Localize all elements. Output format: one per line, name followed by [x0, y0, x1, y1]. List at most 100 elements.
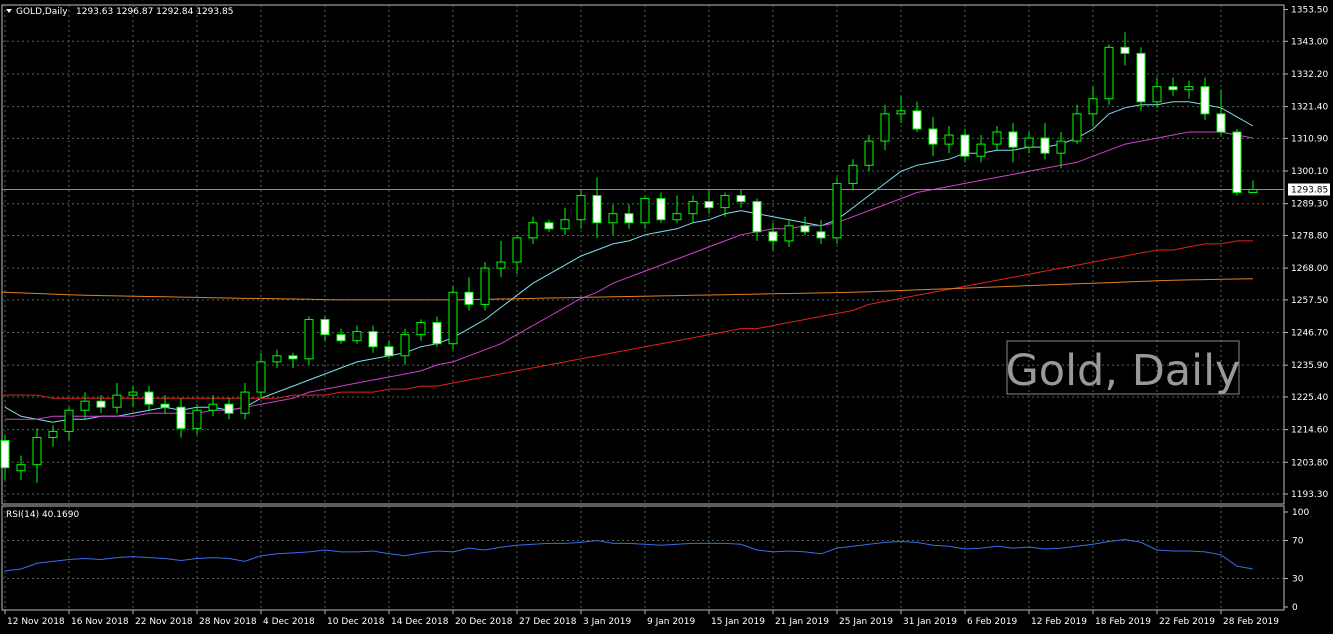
candle-body [1008, 131, 1018, 148]
x-tick-label: 20 Dec 2018 [455, 617, 513, 627]
y-tick-label: 1225.40 [1291, 393, 1328, 403]
candle-body [688, 201, 698, 215]
candle-body [928, 128, 938, 145]
candle [768, 222, 778, 250]
symbol-header: GOLD,Daily 1293.63 1296.87 1292.84 1293.… [6, 7, 233, 17]
watermark: Gold, Daily [1005, 340, 1241, 396]
candle-body [384, 346, 394, 357]
candle [1216, 89, 1226, 136]
candle [1136, 47, 1146, 111]
candle [752, 198, 762, 241]
candle-body [880, 113, 890, 142]
candle-body [864, 140, 874, 166]
candle [160, 395, 170, 414]
candle-body [432, 322, 442, 345]
x-tick-label: 16 Nov 2018 [71, 617, 129, 627]
candle-body [0, 439, 10, 469]
candle-body [1152, 86, 1162, 103]
candle [496, 240, 506, 278]
candle-body [336, 334, 346, 342]
candle [784, 219, 794, 247]
rsi-line [4, 538, 1254, 572]
candle [256, 352, 266, 399]
candle-body [320, 319, 330, 336]
candle-body [48, 430, 58, 438]
candle-body [1184, 86, 1194, 91]
candle [208, 395, 218, 417]
candle-body [208, 403, 218, 411]
candle [288, 352, 298, 368]
candle-body [544, 222, 554, 230]
candle [224, 398, 234, 420]
ma-line-ma-slow [2, 240, 1253, 399]
x-tick-label: 18 Feb 2019 [1095, 617, 1151, 627]
candle-body [80, 400, 90, 411]
candle-body [1104, 46, 1114, 100]
candle [976, 135, 986, 163]
candle-body [1232, 131, 1242, 194]
candle [304, 316, 314, 365]
candle-body [160, 403, 170, 408]
candle [912, 101, 922, 133]
y-tick-label: 1214.60 [1291, 426, 1328, 436]
candle-body [704, 201, 714, 209]
candle-body [416, 322, 426, 336]
candle-body [736, 195, 746, 203]
candle-body [816, 231, 826, 239]
y-tick-label: 1193.30 [1291, 490, 1328, 500]
candle [128, 386, 138, 408]
candle-body [784, 225, 794, 242]
candle [720, 192, 730, 217]
candle [528, 216, 538, 244]
x-tick-label: 22 Feb 2019 [1159, 617, 1215, 627]
candle-body [752, 201, 762, 233]
ma-line-ma-long [2, 278, 1254, 301]
x-tick-label: 28 Feb 2019 [1223, 617, 1279, 627]
candle-body [768, 231, 778, 242]
candle [1056, 132, 1066, 169]
candle [144, 386, 154, 411]
candle-body [192, 409, 202, 429]
y-tick-label: 1321.40 [1291, 103, 1328, 113]
candle-body [1040, 137, 1050, 154]
candle [592, 177, 602, 238]
candle-body [624, 213, 634, 224]
candle-body [352, 331, 362, 342]
candle [864, 135, 874, 172]
candle-body [112, 394, 122, 408]
collapse-triangle-icon[interactable] [6, 9, 12, 13]
candle [896, 95, 906, 123]
candle [464, 277, 474, 311]
candle [1184, 80, 1194, 99]
candle-body [800, 225, 810, 233]
candle [1232, 128, 1242, 196]
candle [880, 104, 890, 151]
candle [48, 425, 58, 447]
x-tick-label: 28 Nov 2018 [199, 617, 257, 627]
candle [640, 195, 650, 229]
rsi-y-tick-label: 30 [1292, 575, 1304, 585]
candle [576, 189, 586, 229]
candle [736, 189, 746, 208]
candle-body [832, 182, 842, 239]
candle-body [1120, 46, 1130, 54]
current-price-marker: 1293.85 [1288, 183, 1330, 196]
x-tick-label: 3 Jan 2019 [583, 617, 631, 627]
candle-body [1200, 86, 1210, 115]
candle [1168, 77, 1178, 96]
candle [1200, 77, 1210, 120]
candle [512, 234, 522, 275]
y-tick-label: 1235.90 [1291, 361, 1328, 371]
y-tick-label: 1268.00 [1291, 264, 1328, 274]
x-tick-label: 21 Jan 2019 [775, 617, 829, 627]
candle-body [720, 195, 730, 209]
candle-body [512, 237, 522, 263]
x-tick-label: 15 Jan 2019 [711, 617, 765, 627]
candle-body [480, 267, 490, 305]
candle-body [240, 391, 250, 414]
candle-body [1088, 98, 1098, 115]
candle [688, 195, 698, 223]
candle [1040, 122, 1050, 160]
